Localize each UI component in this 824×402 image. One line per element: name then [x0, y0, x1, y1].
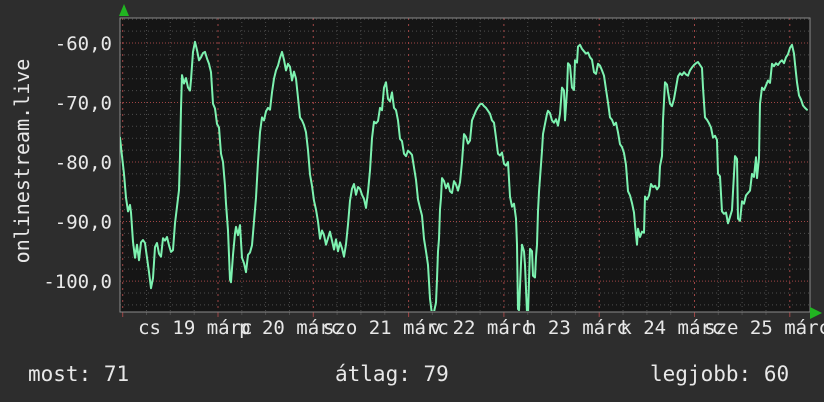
- y-axis-label: -60,0: [55, 33, 112, 55]
- stat-average: átlag: 79: [335, 362, 449, 386]
- stat-most-label: most:: [28, 362, 92, 386]
- y-axis-label: -70,0: [55, 93, 112, 115]
- x-axis-label: v 22 márc: [430, 317, 533, 339]
- stat-average-value: 79: [423, 362, 449, 386]
- y-axis-label: -90,0: [55, 212, 112, 234]
- stat-best-label: legjobb:: [650, 362, 752, 386]
- series-line: [120, 40, 808, 311]
- right-arrow-icon: [810, 307, 822, 319]
- grid-major: [120, 18, 810, 317]
- x-axis-label: k 24 márc: [620, 317, 723, 339]
- y-axis-label: -80,0: [55, 152, 112, 174]
- stat-most-value: 71: [103, 362, 130, 386]
- grid-minor: [120, 18, 810, 315]
- x-axis-label: szo 21 márc: [323, 317, 449, 339]
- watermark-text: onlinestream.live: [10, 58, 34, 264]
- stat-average-label: átlag:: [335, 362, 411, 386]
- stat-best: legjobb: 60: [650, 362, 789, 386]
- y-axis-label: -100,0: [43, 271, 112, 293]
- axis-frame: [119, 17, 811, 313]
- y-axis-labels: -60,0 -70,0 -80,0 -90,0 -100,0: [43, 33, 112, 293]
- x-axis-label: h 23 márc: [525, 317, 628, 339]
- x-axis-label: cs 19 márc: [138, 317, 252, 339]
- x-axis-label: p 20 márc: [239, 317, 342, 339]
- up-arrow-icon: [119, 4, 129, 16]
- stat-most: most: 71: [28, 362, 129, 386]
- stat-best-value: 60: [763, 362, 790, 386]
- x-axis-label: sze 25 márc: [704, 317, 824, 339]
